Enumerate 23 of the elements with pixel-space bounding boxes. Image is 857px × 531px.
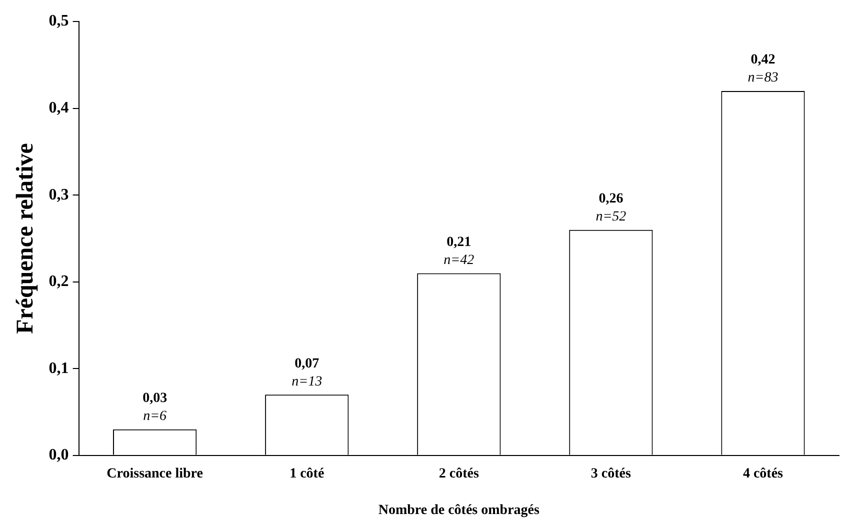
y-axis-title: Fréquence relative: [12, 142, 39, 334]
annotation: n=6: [143, 409, 167, 424]
y-tick-label: 0,3: [48, 186, 69, 204]
data-label: 0,03: [142, 390, 168, 406]
y-tick-label: 0,5: [48, 12, 69, 30]
x-axis-title: Nombre de côtés ombragés: [378, 503, 540, 518]
y-tick-label: 0,1: [48, 360, 69, 377]
x-tick-label: 1 côté: [290, 466, 324, 482]
data-label: 0,42: [750, 52, 776, 68]
data-label: 0,07: [294, 356, 320, 372]
annotation: n=13: [292, 374, 322, 390]
data-label: 0,21: [446, 234, 472, 250]
annotation: n=52: [596, 210, 626, 225]
x-tick-label: 4 côtés: [742, 466, 784, 482]
annotation: n=42: [444, 252, 474, 268]
annotation: n=83: [748, 70, 778, 86]
x-tick-label: 2 côtés: [438, 466, 480, 482]
y-tick-label: 0,4: [48, 100, 69, 116]
x-tick-label: Croissance libre: [106, 466, 203, 482]
y-tick-label: 0,2: [48, 273, 69, 290]
data-label: 0,26: [598, 191, 624, 206]
y-tick-label: 0,0: [48, 446, 69, 464]
x-tick-label: 3 côtés: [590, 466, 632, 482]
